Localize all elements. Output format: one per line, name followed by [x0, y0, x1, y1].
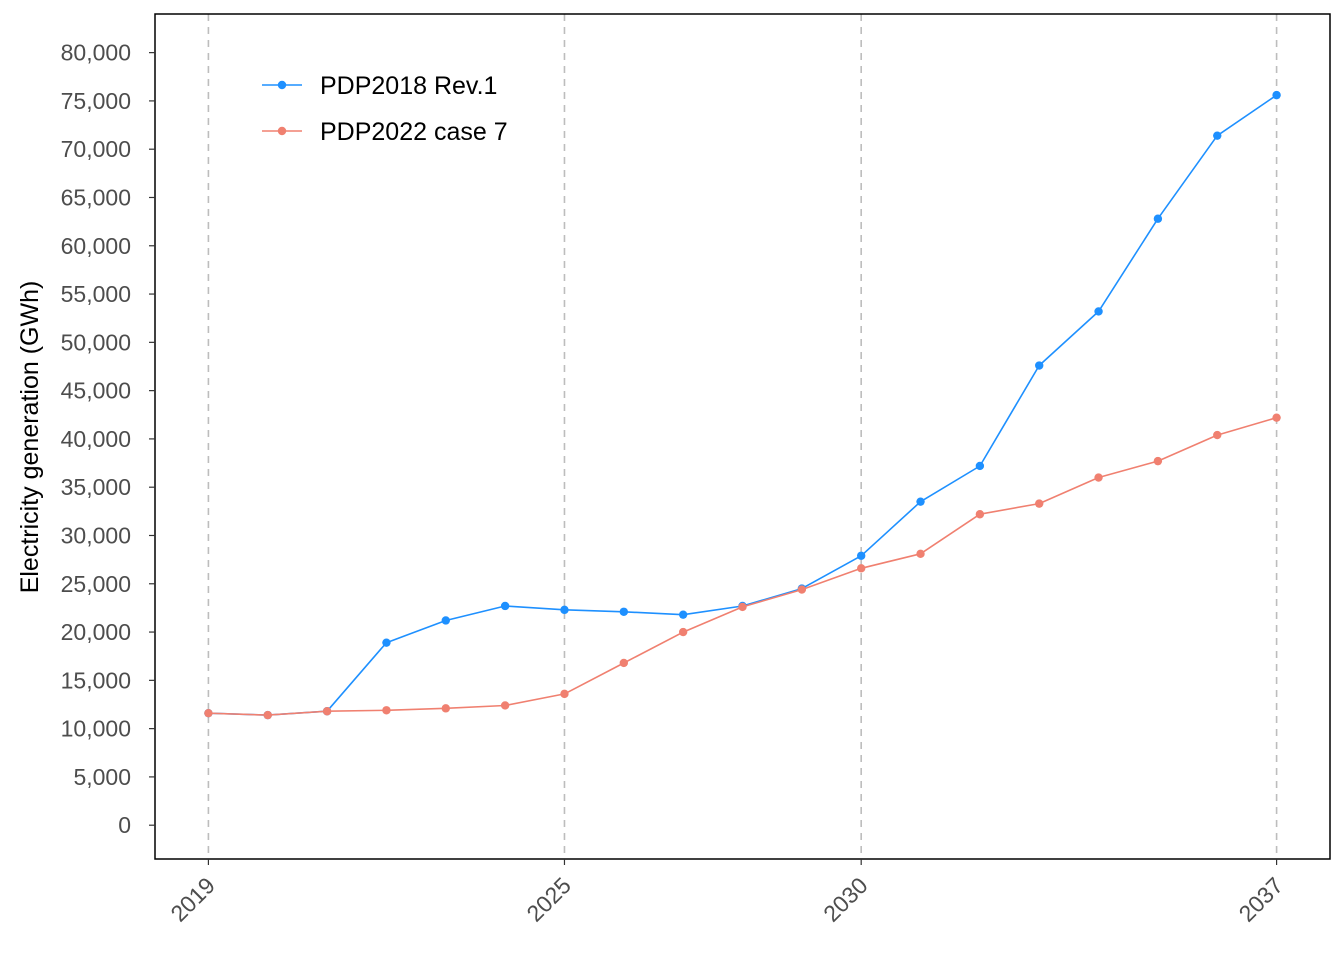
y-tick-label: 50,000 — [61, 329, 131, 355]
y-tick-label: 20,000 — [61, 619, 131, 645]
y-tick-label: 80,000 — [61, 40, 131, 66]
data-point — [856, 564, 866, 573]
data-point — [916, 549, 925, 559]
data-point — [441, 616, 450, 625]
data-point — [1153, 456, 1163, 466]
x-tick-label: 2025 — [521, 872, 576, 927]
data-point — [1094, 473, 1103, 482]
data-point — [1272, 90, 1281, 100]
x-tick-label: 2037 — [1234, 872, 1289, 927]
legend-marker-2 — [277, 126, 287, 136]
data-point — [975, 461, 985, 471]
data-point — [560, 689, 569, 699]
data-point — [382, 638, 391, 647]
series-line-1 — [208, 94, 1278, 716]
data-point — [619, 658, 629, 668]
y-tick-label: 75,000 — [61, 88, 131, 114]
data-point — [678, 627, 688, 637]
y-tick-label: 30,000 — [61, 522, 131, 548]
data-point — [738, 602, 747, 612]
legend-marker-1 — [277, 80, 287, 90]
data-point — [678, 610, 688, 619]
series-line-2 — [208, 416, 1277, 716]
y-tick-label: 60,000 — [61, 233, 131, 259]
data-point — [560, 605, 569, 615]
data-point — [797, 585, 807, 594]
y-axis-title: Electricity generation (GWh) — [16, 281, 44, 594]
y-tick-label: 45,000 — [61, 378, 131, 404]
axes: 0 5,000 10,000 15,000 20,000 25,000 30,000 35,0… — [61, 13, 1331, 927]
data-point — [856, 551, 866, 560]
data-point — [441, 704, 450, 713]
legend: PDP2018 Rev.1 PDP2022 case 7 — [262, 72, 508, 146]
y-tick-label: 70,000 — [61, 136, 131, 162]
data-point — [263, 710, 272, 720]
data-point — [1035, 361, 1044, 370]
data-point — [1213, 430, 1222, 440]
data-point — [500, 701, 510, 710]
plot-border — [154, 13, 1331, 860]
x-tick-label: 2030 — [818, 872, 873, 927]
y-tick-label: 5,000 — [73, 764, 131, 790]
y-tick-label: 55,000 — [61, 281, 131, 307]
data-point — [382, 706, 391, 715]
data-point — [1272, 413, 1281, 422]
data-point — [1094, 307, 1103, 316]
data-point — [204, 708, 213, 718]
y-tick-label: 10,000 — [61, 716, 131, 742]
legend-label-2: PDP2022 case 7 — [320, 118, 508, 146]
y-tick-label: 35,000 — [61, 474, 131, 500]
legend-label-1: PDP2018 Rev.1 — [320, 72, 497, 100]
data-point — [1153, 214, 1163, 223]
y-tick-label: 25,000 — [61, 571, 131, 597]
data-point — [1213, 131, 1222, 140]
data-series — [204, 90, 1281, 720]
data-point — [322, 707, 332, 716]
data-point — [916, 497, 925, 506]
y-tick-label: 15,000 — [61, 667, 131, 693]
y-tick-label: 40,000 — [61, 426, 131, 452]
y-tick-label: 65,000 — [61, 184, 131, 210]
data-point — [619, 607, 629, 616]
x-tick-label: 2019 — [165, 872, 220, 927]
data-point — [975, 510, 985, 519]
grid-lines — [207, 14, 1278, 859]
data-point — [500, 601, 510, 611]
data-point — [1035, 499, 1044, 508]
y-tick-label: 0 — [118, 812, 131, 838]
